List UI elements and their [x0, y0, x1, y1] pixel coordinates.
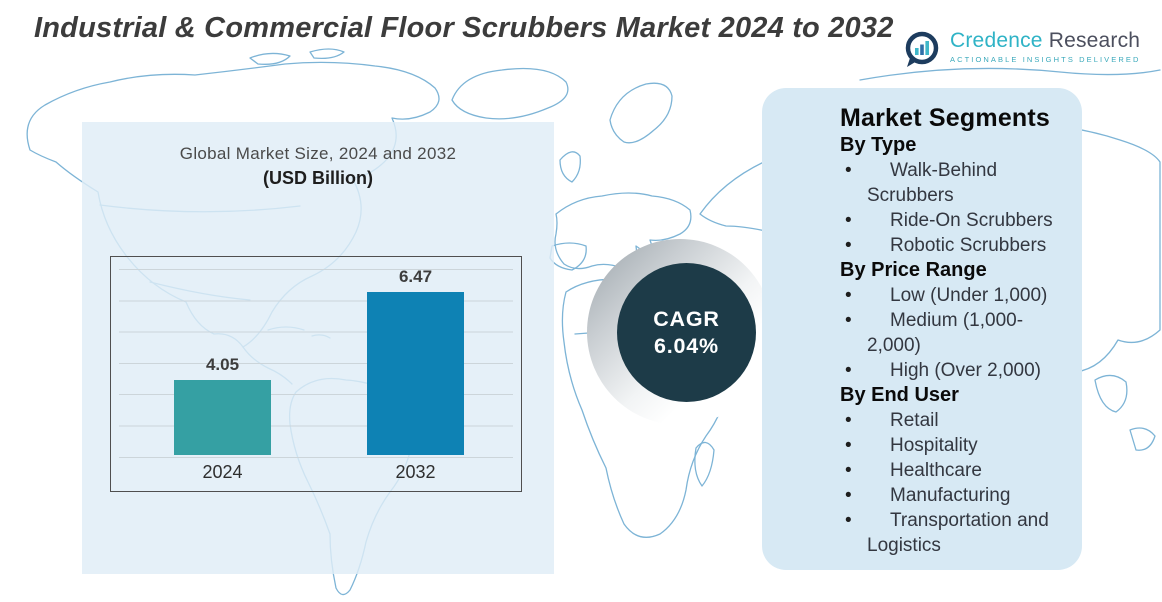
bullet-icon: • [845, 160, 852, 181]
market-segments-panel: Market Segments By Type • Walk-Behind Scru… [762, 88, 1082, 570]
map-arctic-island [309, 48, 345, 60]
segment-item: • Walk-Behind Scrubbers [845, 160, 998, 206]
bar-chart: 4.05 2024 6.47 2032 [110, 256, 522, 492]
cagr-badge: CAGR 6.04% [617, 263, 756, 402]
segment-item: • Medium (1,000-2,000) [845, 310, 1024, 356]
map-scandinavia [609, 82, 673, 144]
segment-item: • Robotic Scrubbers [845, 235, 1047, 256]
bullet-icon: • [845, 210, 852, 231]
map-arctic-coast [859, 67, 1161, 81]
chart-title: Global Market Size, 2024 and 2032 [179, 144, 457, 163]
map-madagascar [694, 441, 715, 487]
bullet-icon: • [845, 485, 852, 506]
segment-item: • Manufacturing [845, 485, 1011, 506]
page-title: Industrial & Commercial Floor Scrubbers … [34, 12, 894, 44]
bar-category-label: 2024 [202, 462, 243, 482]
segment-item: • Retail [845, 410, 939, 431]
map-arctic-island [249, 52, 291, 65]
map-iberia [549, 242, 587, 271]
logo-brand-secondary: Research [1048, 29, 1141, 52]
segment-item: • Low (Under 1,000) [845, 285, 1048, 306]
bar-category-label: 2032 [395, 462, 436, 482]
map-greenland [451, 67, 569, 120]
credence-research-logo: Credence Research Actionable Insights De… [901, 29, 1141, 71]
segment-item: • Transportation and Logistics [845, 510, 1049, 556]
map-uk [559, 151, 581, 183]
bar-value-label: 4.05 [205, 355, 240, 374]
segment-item: • Healthcare [845, 460, 982, 481]
segments-title: Market Segments [840, 104, 1051, 132]
segment-group-heading: By End User [840, 384, 959, 406]
logo-brand-primary: Credence [950, 29, 1043, 52]
bar-chart-bubble-icon [905, 31, 939, 67]
map-east-fragment [1094, 374, 1128, 413]
segment-group-heading: By Price Range [840, 259, 987, 281]
bullet-icon: • [845, 460, 852, 481]
bullet-icon: • [845, 360, 852, 381]
bar-value-label: 6.47 [398, 267, 433, 286]
bullet-icon: • [845, 310, 852, 331]
segment-item: • Ride-On Scrubbers [845, 210, 1053, 231]
chart-subtitle: (USD Billion) [263, 168, 373, 188]
logo-brand-name: Credence Research [950, 29, 1141, 53]
bar-2032 [367, 292, 464, 455]
bullet-icon: • [845, 510, 852, 531]
segment-group-heading: By Type [840, 134, 917, 156]
cagr-value: 6.04% [654, 333, 719, 358]
segment-item: • High (Over 2,000) [845, 360, 1042, 381]
chart-heading: Global Market Size, 2024 and 2032 (USD B… [82, 144, 554, 189]
bullet-icon: • [845, 235, 852, 256]
map-east-fragment [1129, 427, 1156, 451]
cagr-label: CAGR [653, 306, 720, 331]
bullet-icon: • [845, 285, 852, 306]
logo-tagline: Actionable Insights Delivered [950, 55, 1141, 64]
segments-groups: By Type • Walk-Behind Scrubbers • Ride-On Sc… [840, 133, 1072, 558]
bar-2024 [174, 380, 271, 455]
bullet-icon: • [845, 410, 852, 431]
bullet-icon: • [845, 435, 852, 456]
segment-item: • Hospitality [845, 435, 978, 456]
